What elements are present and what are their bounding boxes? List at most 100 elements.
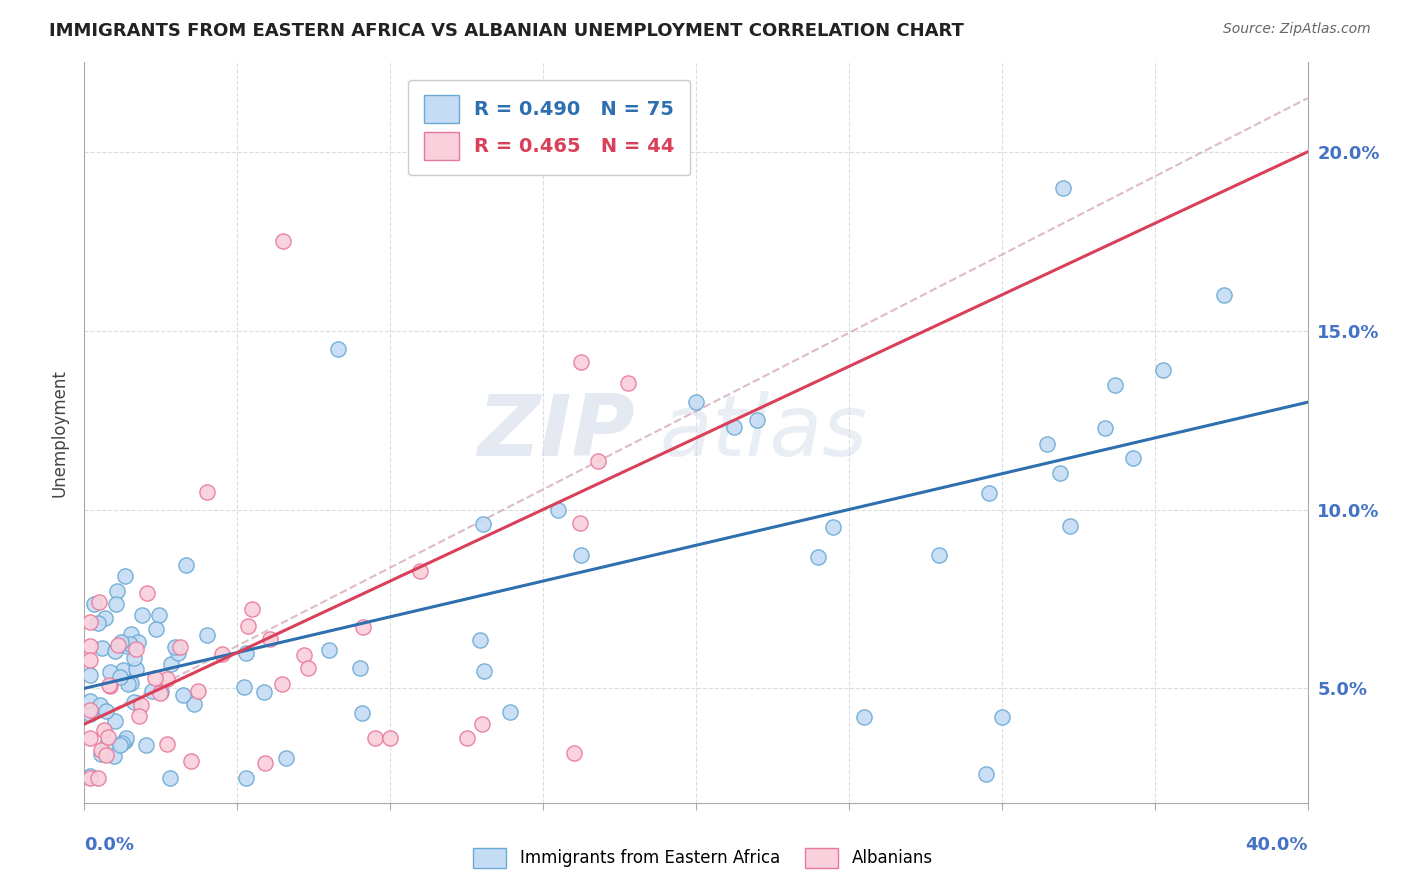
Point bbox=[79, 668, 101, 682]
Point bbox=[1104, 378, 1126, 392]
Text: Source: ZipAtlas.com: Source: ZipAtlas.com bbox=[1223, 22, 1371, 37]
Point bbox=[180, 754, 202, 768]
Point bbox=[89, 747, 111, 761]
Point bbox=[114, 734, 136, 748]
Point bbox=[129, 698, 152, 713]
Point bbox=[105, 584, 128, 599]
Point bbox=[297, 661, 319, 675]
Point bbox=[125, 641, 148, 656]
Point bbox=[79, 771, 101, 785]
Point bbox=[195, 484, 218, 499]
Point bbox=[172, 688, 194, 702]
Point bbox=[169, 640, 191, 654]
Point bbox=[122, 695, 145, 709]
Point bbox=[1152, 363, 1174, 377]
Point bbox=[94, 704, 117, 718]
Text: atlas: atlas bbox=[659, 391, 868, 475]
Point bbox=[807, 550, 830, 565]
Point bbox=[364, 731, 387, 746]
Point bbox=[271, 677, 294, 691]
Point bbox=[148, 608, 170, 623]
Point bbox=[89, 698, 111, 712]
Point bbox=[110, 738, 132, 752]
Point bbox=[149, 684, 172, 698]
Point bbox=[94, 748, 117, 763]
Text: ZIP: ZIP bbox=[477, 391, 636, 475]
Point bbox=[991, 710, 1014, 724]
Point bbox=[104, 714, 127, 728]
Point bbox=[271, 234, 294, 248]
Point bbox=[1212, 288, 1234, 302]
Point bbox=[122, 650, 145, 665]
Point bbox=[79, 731, 101, 746]
Point bbox=[274, 750, 297, 764]
Point bbox=[1035, 436, 1057, 450]
Point bbox=[328, 342, 350, 356]
Point bbox=[98, 665, 121, 679]
Point bbox=[569, 548, 592, 562]
Point bbox=[156, 672, 179, 686]
Point bbox=[141, 684, 163, 698]
Point bbox=[235, 771, 257, 785]
Point bbox=[155, 737, 177, 751]
Point bbox=[1059, 519, 1081, 533]
Point bbox=[114, 731, 136, 745]
Point bbox=[93, 723, 115, 737]
Point bbox=[232, 680, 254, 694]
Point bbox=[823, 520, 845, 534]
Point bbox=[292, 648, 315, 663]
Point bbox=[117, 677, 139, 691]
Point bbox=[685, 395, 707, 409]
Point bbox=[114, 569, 136, 583]
Point bbox=[131, 608, 153, 623]
Point bbox=[456, 731, 478, 746]
Point bbox=[165, 640, 187, 654]
Point bbox=[235, 646, 257, 660]
Point bbox=[79, 693, 101, 707]
Point bbox=[120, 675, 142, 690]
Point bbox=[143, 672, 166, 686]
Point bbox=[87, 616, 110, 631]
Point bbox=[160, 657, 183, 672]
Point bbox=[108, 670, 131, 684]
Point bbox=[94, 610, 117, 624]
Point bbox=[472, 516, 495, 531]
Point bbox=[471, 717, 494, 731]
Point bbox=[89, 595, 111, 609]
Point bbox=[242, 602, 264, 616]
Point bbox=[128, 708, 150, 723]
Point bbox=[183, 697, 205, 711]
Point bbox=[1122, 451, 1144, 466]
Point bbox=[96, 737, 118, 751]
Point bbox=[409, 564, 432, 578]
Point bbox=[174, 558, 197, 573]
Point bbox=[79, 707, 101, 722]
Point bbox=[853, 710, 876, 724]
Point bbox=[91, 640, 114, 655]
Point bbox=[747, 413, 769, 427]
Point bbox=[472, 664, 495, 678]
Point bbox=[103, 748, 125, 763]
Point bbox=[238, 619, 260, 633]
Point bbox=[104, 644, 127, 658]
Point bbox=[110, 635, 132, 649]
Point bbox=[83, 597, 105, 611]
Point bbox=[468, 632, 491, 647]
Point bbox=[115, 639, 138, 653]
Legend: R = 0.490   N = 75, R = 0.465   N = 44: R = 0.490 N = 75, R = 0.465 N = 44 bbox=[408, 79, 690, 176]
Point bbox=[211, 648, 233, 662]
Point bbox=[617, 376, 640, 390]
Point bbox=[569, 355, 592, 369]
Point bbox=[87, 771, 110, 785]
Point bbox=[1052, 180, 1074, 194]
Point bbox=[318, 642, 340, 657]
Point bbox=[136, 586, 159, 600]
Point bbox=[259, 632, 281, 646]
Point bbox=[159, 771, 181, 785]
Point bbox=[166, 646, 188, 660]
Point bbox=[97, 678, 120, 692]
Point bbox=[380, 731, 402, 746]
Point bbox=[349, 661, 371, 675]
Point bbox=[1094, 421, 1116, 435]
Point bbox=[928, 549, 950, 563]
